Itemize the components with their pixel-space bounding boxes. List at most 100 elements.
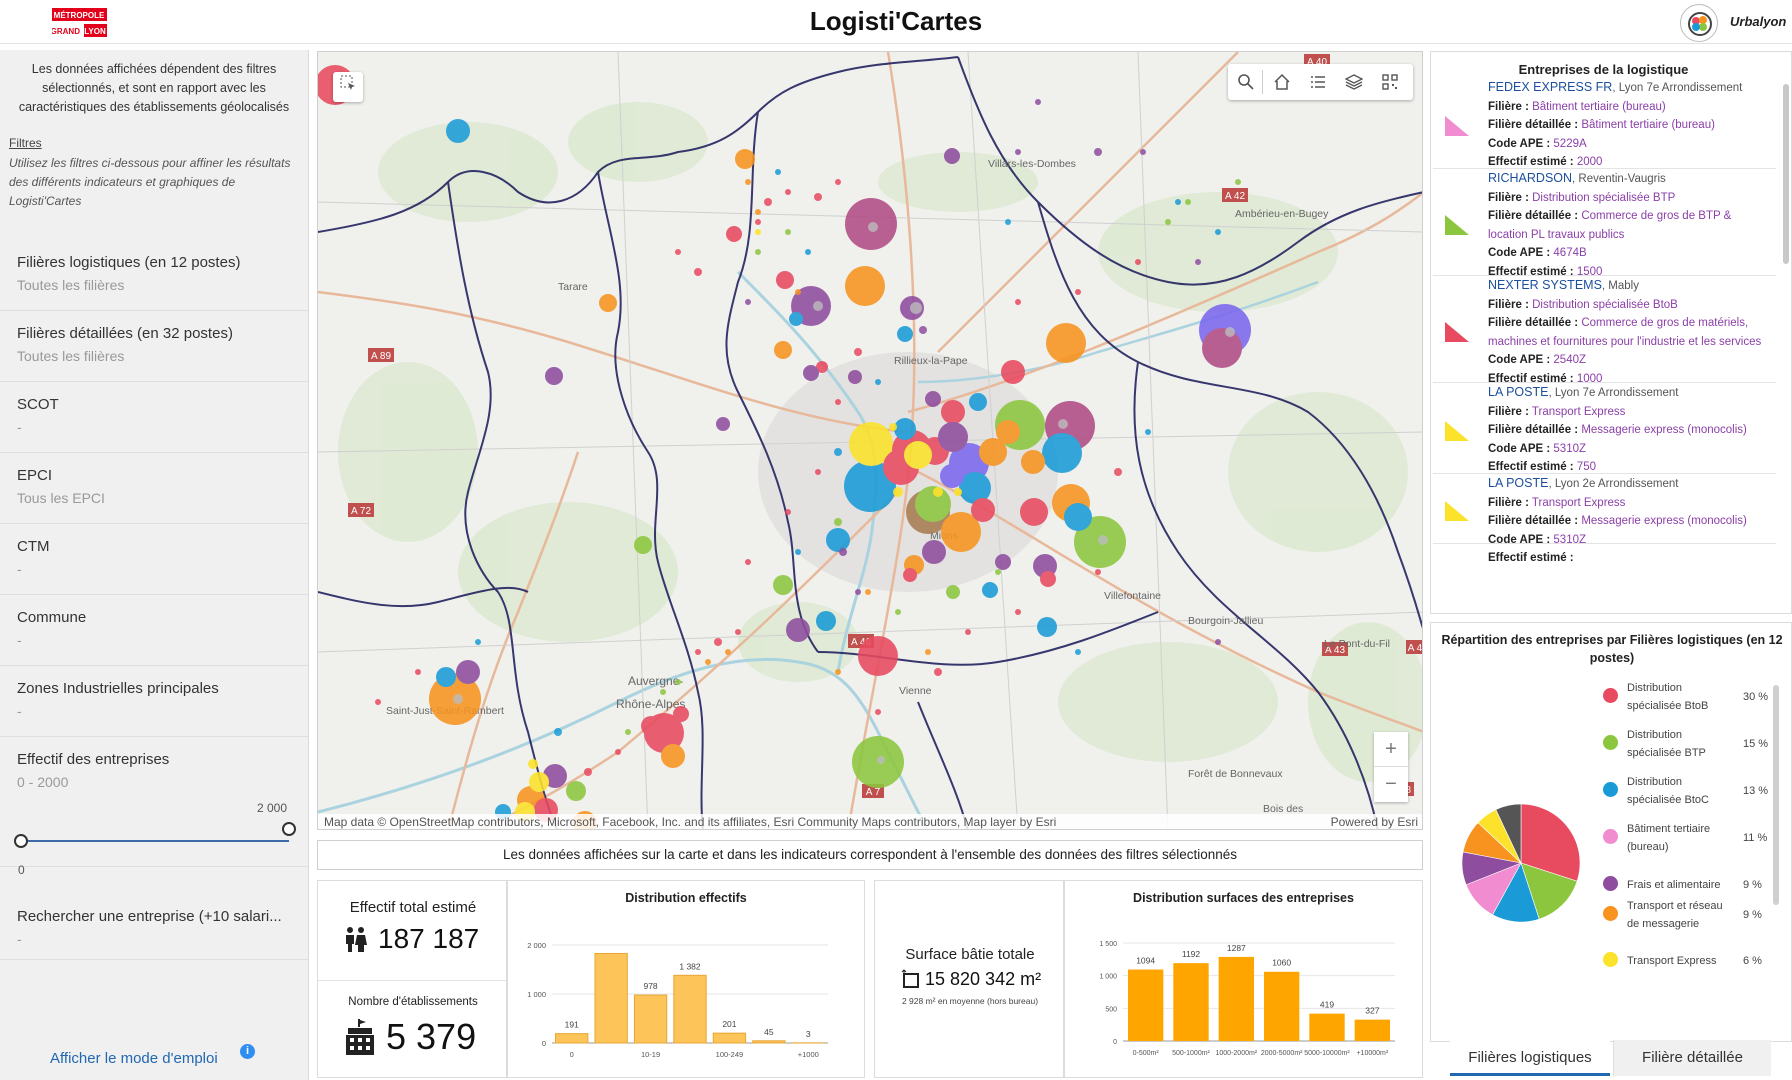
filter-label: Zones Industrielles principales [17, 680, 219, 697]
kpi-value: 187 187 [378, 923, 480, 954]
company-field-filiere: Filière : Bâtiment tertiaire (bureau) [1488, 98, 1771, 117]
filter-label: Filières détaillées (en 32 postes) [17, 325, 233, 342]
filter-filieres-detaillees[interactable]: Filières détaillées (en 32 postes) Toute… [0, 311, 309, 382]
company-city: , Lyon 2e Arrondissement [1548, 478, 1679, 490]
legend-label: Frais et alimentaire [1627, 879, 1721, 891]
place-label: Rillieux-la-Pape [894, 355, 968, 367]
field-label: Code APE : [1488, 137, 1551, 150]
map-view[interactable]: A 40 A 42 A 89 A 72 A 46 A 43 A 7 A 48 A… [317, 51, 1423, 830]
company-item[interactable]: RICHARDSON, Reventin-Vaugris Filière : Di… [1433, 169, 1776, 278]
company-details: LA POSTE, Lyon 2e Arrondissement Filière … [1488, 474, 1771, 568]
kpi-value: 15 820 342 m² [925, 969, 1042, 989]
y-tick-label: 500 [1105, 1006, 1117, 1013]
filter-commune[interactable]: Commune - [0, 595, 309, 666]
filter-zones-industrielles[interactable]: Zones Industrielles principales - [0, 666, 309, 737]
help-mode-link[interactable]: Afficher le mode d'emploi [50, 1050, 218, 1067]
legend-label: Transport Express [1627, 955, 1717, 967]
filter-value: Toutes les filières [17, 277, 125, 293]
legend-swatch [1603, 782, 1618, 797]
chart-title: Répartition des entreprises par Filières… [1441, 633, 1783, 665]
place-label: Tarare [558, 281, 588, 293]
field-value: Transport Express [1531, 496, 1626, 509]
place-label: Forêt de Bonnevaux [1188, 768, 1283, 780]
legend-swatch [1603, 876, 1618, 891]
slider-max-label: 2 000 [257, 801, 288, 815]
place-label: Vienne [899, 685, 932, 697]
company-item[interactable]: FEDEX EXPRESS FR, Lyon 7e Arrondissement… [1433, 78, 1776, 169]
company-name[interactable]: RICHARDSON [1488, 171, 1573, 185]
select-area-tool[interactable] [333, 72, 363, 102]
field-value: Messagerie express (monocolis) [1581, 515, 1747, 527]
list-scrollbar[interactable] [1783, 84, 1789, 264]
company-name[interactable]: FEDEX EXPRESS FR [1488, 80, 1613, 94]
filter-epci[interactable]: EPCI Tous les EPCI [0, 453, 309, 524]
road-label: A 72 [351, 506, 371, 517]
company-field-filiere: Filière : Transport Express [1488, 403, 1771, 422]
company-name[interactable]: NEXTER SYSTEMS [1488, 278, 1602, 292]
filter-ctm[interactable]: CTM - [0, 524, 309, 595]
layers-icon[interactable] [1342, 70, 1366, 94]
field-value: Bâtiment tertiaire (bureau) [1532, 100, 1666, 113]
field-label: Effectif estimé : [1488, 156, 1574, 168]
company-field-detail: Filière détaillée : Messagerie express (… [1488, 512, 1771, 531]
y-tick-label: 0 [542, 1039, 546, 1048]
bar [633, 994, 668, 1044]
filter-scot[interactable]: SCOT - [0, 382, 309, 453]
company-search-filter[interactable]: Rechercher une entreprise (+10 salari...… [0, 894, 309, 960]
legend-scrollbar[interactable] [1773, 685, 1779, 905]
field-label: Filière détaillée : [1488, 317, 1579, 329]
company-field-effectif: Effectif estimé : 2000 [1488, 153, 1771, 172]
legend-percent: 13 % [1743, 785, 1769, 797]
place-label: Auvergne- [628, 674, 683, 688]
bar [1354, 1019, 1391, 1041]
map-canvas[interactable]: A 40 A 42 A 89 A 72 A 46 A 43 A 7 A 48 A… [318, 52, 1423, 830]
filter-label: Filières logistiques (en 12 postes) [17, 254, 241, 271]
filter-label: Commune [17, 609, 87, 626]
company-name[interactable]: LA POSTE [1488, 385, 1549, 399]
legend-swatch [1603, 688, 1618, 703]
field-value: 2000 [1576, 156, 1603, 168]
qr-icon[interactable] [1378, 70, 1402, 94]
zoom-out-button[interactable]: − [1385, 773, 1397, 795]
road-label: A 4 [1408, 643, 1423, 654]
info-icon[interactable]: i [240, 1044, 255, 1059]
tab-filiere-detaillee[interactable]: Filière détaillée [1613, 1040, 1771, 1076]
company-city: , Mably [1601, 280, 1639, 292]
home-icon[interactable] [1270, 70, 1294, 94]
company-item[interactable]: NEXTER SYSTEMS, Mably Filière : Distribut… [1433, 276, 1776, 385]
search-icon[interactable] [1234, 70, 1258, 94]
x-tick-label: 0 [570, 1050, 574, 1059]
company-name[interactable]: LA POSTE [1488, 476, 1549, 490]
field-value: Distribution spécialisée BtoB [1532, 298, 1678, 311]
company-field-ape: Code APE : 5229A [1488, 135, 1771, 154]
filter-value: - [17, 703, 22, 719]
logo-line1: MÉTROPOLE [54, 11, 105, 20]
sidebar-intro: Les données affichées dépendent des filt… [18, 62, 290, 114]
company-header: RICHARDSON, Reventin-Vaugris [1488, 169, 1771, 189]
company-item[interactable]: LA POSTE, Lyon 2e Arrondissement Filière … [1433, 474, 1776, 564]
data-label: 978 [643, 981, 657, 991]
y-tick-label: 2 000 [527, 941, 546, 950]
filter-label: SCOT [17, 396, 59, 413]
filters-help: Utilisez les filtres ci-dessous pour aff… [9, 156, 291, 208]
pie-slice [1520, 803, 1581, 882]
company-item[interactable]: LA POSTE, Lyon 7e Arrondissement Filière … [1433, 383, 1776, 474]
list-icon[interactable] [1306, 70, 1330, 94]
data-label: 419 [1320, 1000, 1334, 1010]
legend-swatch [1603, 906, 1618, 921]
urbalyon-logo-icon [1680, 4, 1718, 42]
powered-by-link[interactable]: Powered by Esri [1330, 815, 1418, 829]
bar [752, 1040, 786, 1044]
logo-line3: LYON [84, 27, 106, 36]
filter-value: - [17, 419, 22, 435]
slider-min-handle[interactable] [14, 834, 28, 848]
data-label: 1094 [1136, 956, 1155, 966]
slider-track[interactable] [21, 840, 289, 842]
slider-max-handle[interactable] [282, 822, 296, 836]
tab-filieres-logistiques[interactable]: Filières logistiques [1450, 1040, 1610, 1076]
filter-filieres[interactable]: Filières logistiques (en 12 postes) Tout… [0, 240, 309, 311]
zoom-in-button[interactable]: + [1374, 732, 1408, 767]
company-city: , Reventin-Vaugris [1572, 173, 1666, 185]
field-label: Effectif estimé : [1488, 552, 1574, 564]
company-field-detail: Filière détaillée : Messagerie express (… [1488, 421, 1771, 440]
